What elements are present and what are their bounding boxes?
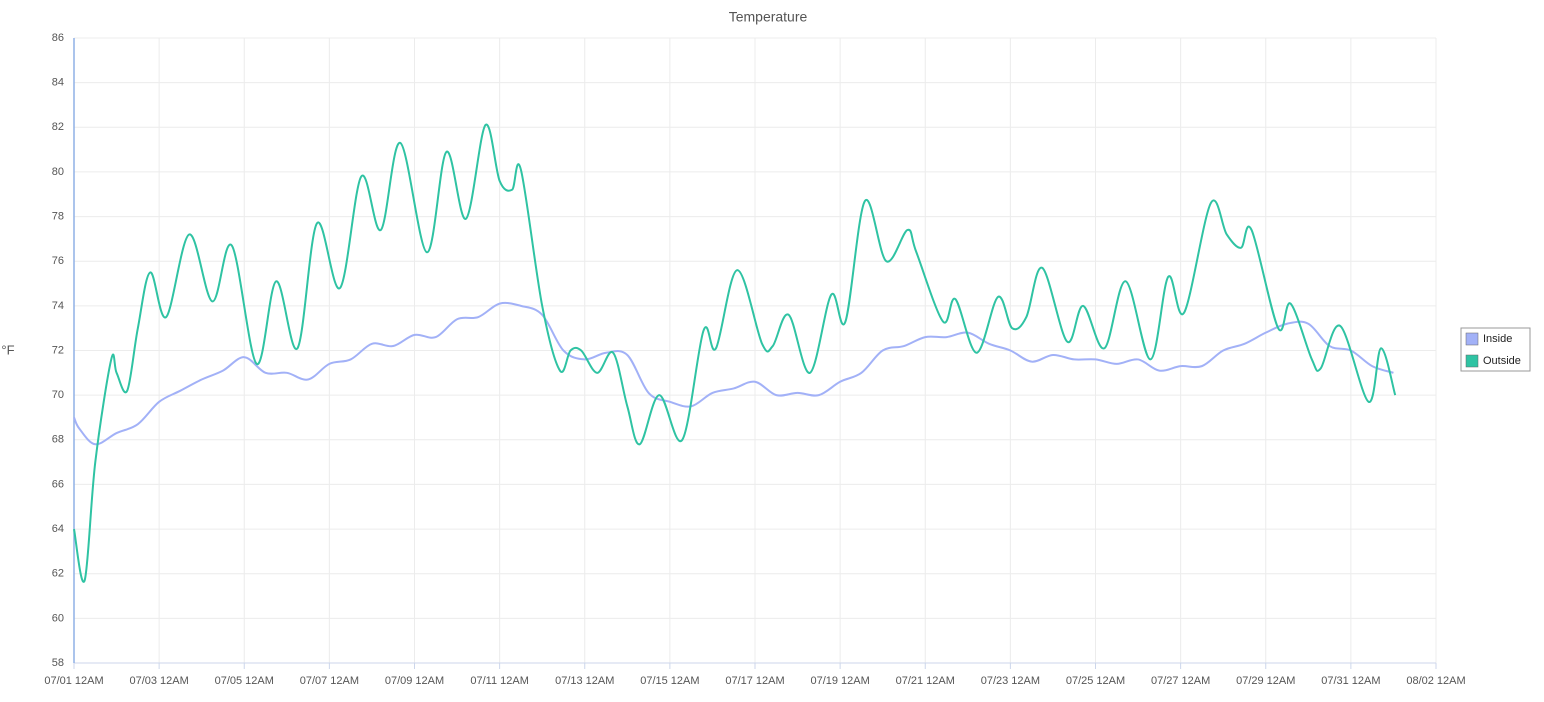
y-tick-label: 68 [52,434,64,446]
x-tick-label: 07/17 12AM [725,675,784,687]
y-tick-label: 86 [52,32,64,44]
x-tick-label: 07/13 12AM [555,675,614,687]
y-tick-label: 74 [52,300,64,312]
x-tick-label: 07/29 12AM [1236,675,1295,687]
x-tick-label: 07/09 12AM [385,675,444,687]
x-tick-label: 07/15 12AM [640,675,699,687]
x-tick-label: 07/27 12AM [1151,675,1210,687]
y-tick-label: 70 [52,389,64,401]
y-tick-label: 80 [52,166,64,178]
y-tick-label: 62 [52,568,64,580]
y-tick-label: 84 [52,77,64,89]
x-tick-label: 08/02 12AM [1406,675,1465,687]
legend-swatch [1465,354,1479,368]
x-tick-label: 07/07 12AM [300,675,359,687]
legend-label: Outside [1483,355,1521,367]
x-tick-label: 07/11 12AM [470,675,529,687]
x-tick-label: 07/03 12AM [129,675,188,687]
y-tick-label: 72 [52,344,64,356]
y-tick-label: 66 [52,478,64,490]
y-tick-label: 64 [52,523,64,535]
y-tick-label: 60 [52,612,64,624]
line-series [73,301,1394,446]
y-tick-label: 58 [52,657,64,669]
x-tick-label: 07/23 12AM [981,675,1040,687]
legend-swatch [1465,332,1479,346]
y-tick-label: 82 [52,121,64,133]
x-tick-label: 07/19 12AM [810,675,869,687]
x-tick-label: 07/21 12AM [896,675,955,687]
x-tick-label: 07/05 12AM [215,675,274,687]
x-tick-label: 07/31 12AM [1321,675,1380,687]
legend-label: Inside [1483,333,1512,345]
x-tick-label: 07/01 12AM [44,675,103,687]
y-tick-label: 78 [52,210,64,222]
line-series [73,123,1397,583]
x-tick-label: 07/25 12AM [1066,675,1125,687]
chart-title: Temperature [729,9,808,25]
y-tick-label: 76 [52,255,64,267]
y-axis-label: °F [1,342,14,357]
